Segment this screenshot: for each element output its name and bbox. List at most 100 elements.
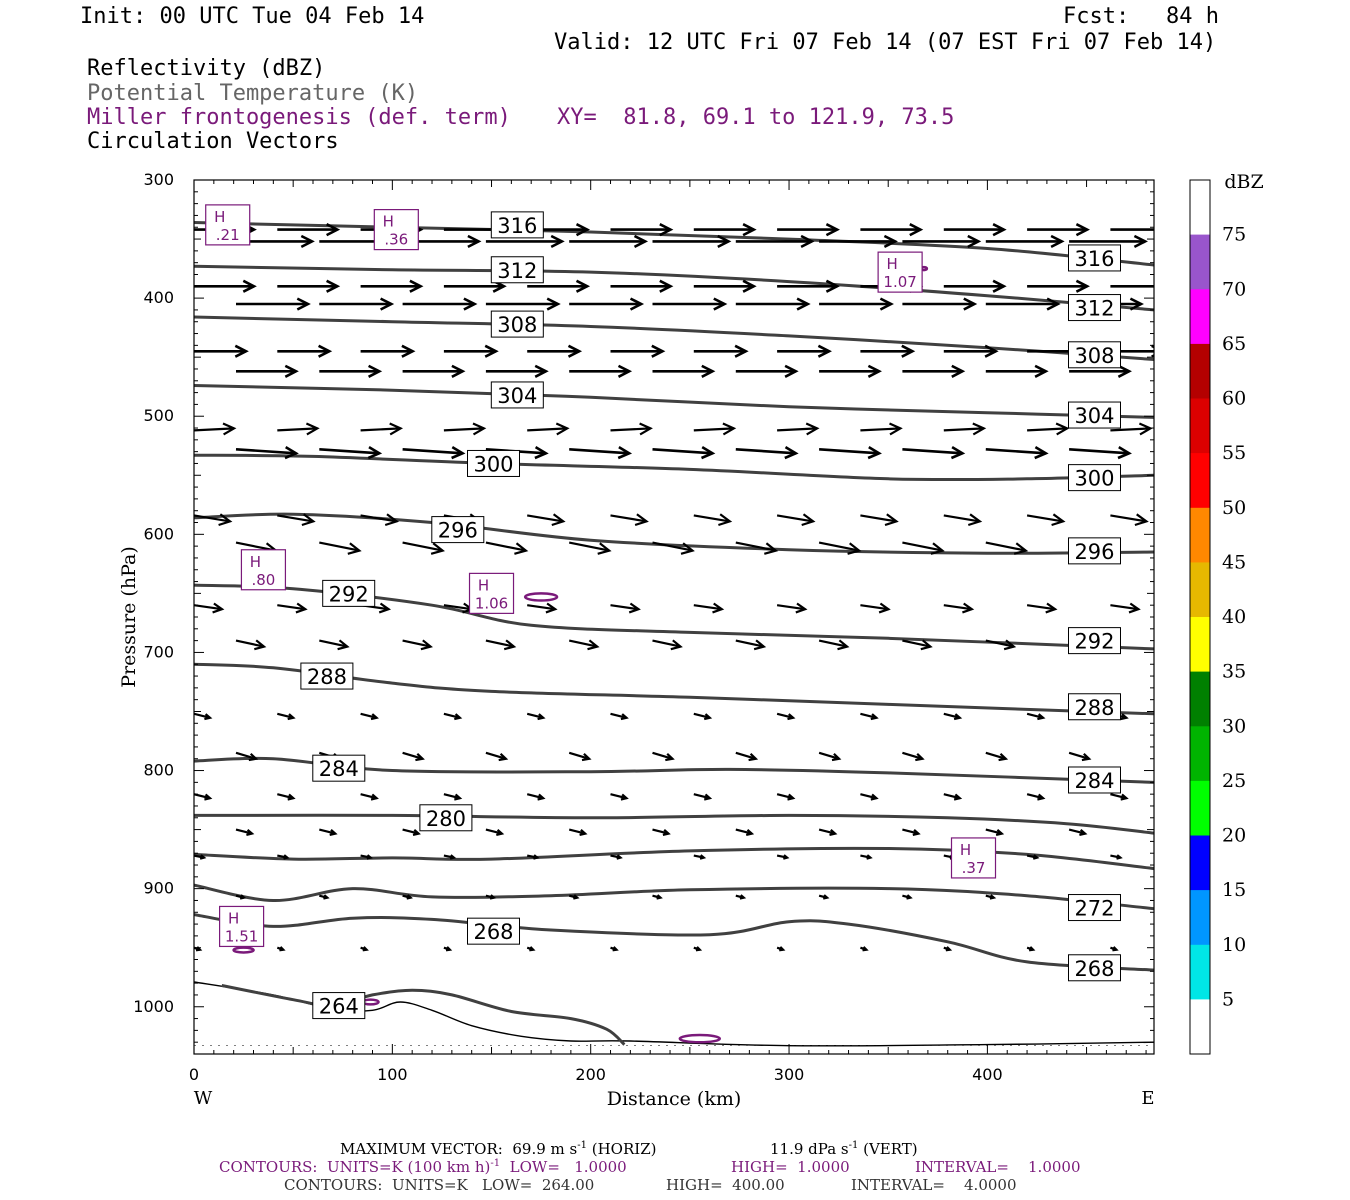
x-axis-label: Distance (km) (607, 1088, 742, 1110)
colorbar-label: 15 (1222, 879, 1246, 901)
circulation-vector-head (484, 344, 499, 358)
unit-exponent: -1 (577, 1140, 587, 1151)
contour-label-box (300, 662, 354, 690)
y-tick-label: 1000 (133, 997, 174, 1016)
circulation-vector (526, 793, 544, 800)
circulation-vector (319, 639, 348, 648)
circulation-vector (693, 604, 722, 611)
circulation-vector (943, 712, 961, 719)
circulation-vector-head (496, 828, 505, 836)
fronto-high-marker: H (383, 213, 394, 231)
circulation-vector (652, 448, 713, 455)
circulation-vector-head (534, 364, 549, 378)
circulation-vector-head (1034, 445, 1049, 460)
circulation-vector-head (1134, 513, 1149, 527)
circulation-vector (693, 514, 730, 523)
contour-label-312: 312 (497, 259, 537, 283)
circulation-vector (277, 427, 318, 432)
contour-label-304: 304 (497, 384, 537, 408)
circulation-vector (902, 828, 919, 835)
circulation-vector (568, 541, 610, 552)
circulation-vector-head (597, 542, 612, 555)
circulation-vector-head (1003, 639, 1017, 651)
forecast-label: Fcst: (1063, 4, 1130, 29)
circulation-vector (860, 427, 901, 432)
circulation-vector (1110, 793, 1127, 800)
y-tick-label: 500 (143, 406, 174, 425)
max-vector-vert: 11.9 dPa s (770, 1140, 849, 1158)
colorbar: 75 70 65 60 55 50 45 40 35 30 25 20 15 10 5 (1189, 179, 1246, 1055)
circulation-vector-head (616, 854, 623, 860)
circulation-vector (443, 604, 473, 611)
circulation-vector (735, 828, 753, 835)
circulation-vector-head (972, 422, 987, 436)
footer-max-vector-vert: 11.9 dPa s-1 (VERT) (770, 1140, 918, 1158)
circulation-vector-head (992, 223, 1007, 237)
circulation-vector-head (380, 297, 395, 311)
theta-contour-304 (194, 384, 1154, 419)
circulation-vector-head (779, 946, 786, 952)
circulation-vector-head (366, 854, 373, 860)
contour-label-304: 304 (1074, 404, 1114, 428)
circulation-vector-head (296, 297, 311, 311)
circulation-vector-head (533, 854, 540, 860)
contour-label-268: 268 (1074, 957, 1114, 981)
contour-label-box (1067, 464, 1121, 492)
circulation-vector-head (659, 279, 674, 293)
frontogenesis-contour (523, 592, 559, 602)
circulation-vector (194, 604, 223, 611)
circulation-vector-head (368, 364, 383, 378)
circulation-vector-head (199, 854, 207, 860)
colorbar-swatch (1190, 562, 1210, 618)
circulation-vector-head (742, 279, 757, 293)
colorbar-swatch (1190, 671, 1210, 727)
colorbar-label: 50 (1222, 497, 1246, 519)
circulation-vector-head (906, 894, 913, 900)
circulation-vector (569, 448, 630, 455)
circulation-vector (818, 639, 848, 648)
circulation-vector-head (1120, 713, 1129, 721)
circulation-vector-head (406, 894, 413, 900)
max-vector-horiz-tag: (HORIZ) (586, 1140, 657, 1158)
circulation-vector-head (901, 344, 916, 358)
cross-section-chart: 3163163123123083083043043003002962962922… (118, 170, 1264, 1110)
frontogenesis-contour (678, 1033, 722, 1044)
circulation-vector-head (503, 639, 517, 651)
circulation-vector-head (529, 946, 536, 952)
circulation-vector (776, 793, 794, 800)
circulation-vector-head (628, 602, 641, 614)
fronto-high-box (205, 204, 251, 246)
contour-label-272: 272 (1074, 897, 1114, 921)
circulation-vector (235, 751, 257, 760)
circulation-vector-head (695, 946, 703, 952)
circulation-vector-head (301, 513, 316, 527)
contour-label-box (1067, 693, 1121, 721)
fronto-high-value: .37 (962, 859, 986, 877)
theta-contour-276 (194, 846, 1154, 871)
circulation-vector-head (629, 297, 645, 311)
circulation-vector-head (867, 445, 882, 460)
y-tick-label: 400 (143, 288, 174, 307)
circulation-vector-head (950, 445, 966, 460)
circulation-vector (652, 751, 673, 760)
circulation-vector-head (254, 639, 267, 651)
circulation-vector (777, 427, 818, 432)
circulation-vector-head (825, 223, 840, 237)
circulation-vector-head (430, 542, 445, 555)
contour-label-box (431, 516, 485, 544)
circulation-vector-head (537, 793, 546, 801)
circulation-vector-head (967, 513, 983, 527)
circulation-vector (319, 828, 336, 835)
circulation-vector-head (318, 344, 333, 358)
circulation-vector-head (909, 223, 924, 237)
circulation-vector (402, 541, 443, 552)
circulation-vector-head (1045, 602, 1058, 614)
circulation-vector (902, 751, 923, 760)
circulation-vector-head (412, 828, 421, 836)
contour-label-box (1067, 627, 1121, 655)
circulation-vector-head (912, 828, 921, 836)
circulation-vector-head (656, 894, 663, 900)
fronto-high-box (373, 209, 419, 251)
circulation-vector-head (234, 344, 249, 358)
circulation-vector-head (680, 542, 695, 555)
